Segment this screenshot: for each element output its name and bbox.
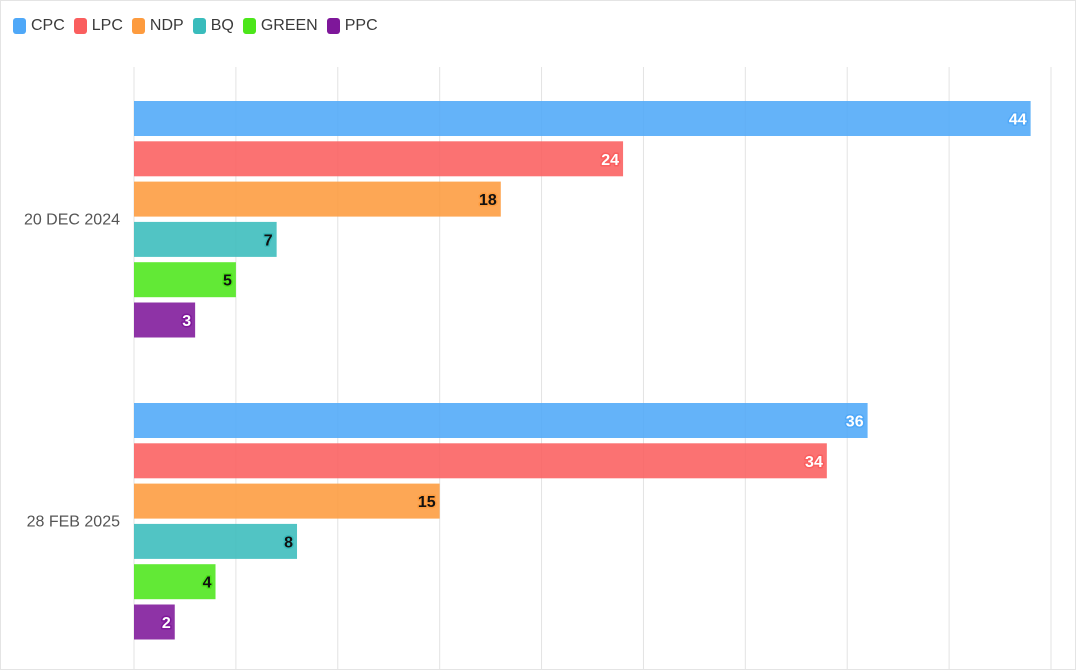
data-label-green-2: 4 — [203, 575, 212, 592]
legend: CPC LPC NDP BQ GREEN PPC — [13, 17, 378, 35]
bar-lpc-1[interactable] — [134, 141, 624, 177]
category-label: 28 FEB 2025 — [27, 513, 121, 530]
legend-swatch — [242, 18, 256, 34]
data-label-lpc-1: 24 — [601, 152, 619, 169]
legend-item-cpc[interactable]: CPC — [13, 17, 65, 35]
legend-item-green[interactable]: GREEN — [242, 17, 318, 35]
legend-swatch — [326, 18, 340, 34]
data-label-green-1: 5 — [223, 273, 232, 290]
data-label-ppc-2: 2 — [162, 615, 171, 632]
bar-ndp-1[interactable] — [134, 181, 501, 217]
legend-label: NDP — [149, 17, 184, 34]
legend-swatch — [13, 18, 26, 34]
bar-ppc-1[interactable] — [134, 302, 196, 338]
bar-cpc-2[interactable] — [134, 403, 868, 438]
data-label-lpc-2: 34 — [805, 454, 823, 471]
data-label-ndp-2: 15 — [418, 494, 436, 511]
category-label: 20 DEC 2024 — [24, 211, 120, 228]
legend-item-bq[interactable]: BQ — [192, 17, 234, 35]
bar-bq-2[interactable] — [134, 523, 298, 559]
bar-cpc-1[interactable] — [134, 101, 1031, 136]
legend-item-ppc[interactable]: PPC — [326, 17, 378, 35]
legend-swatch — [131, 18, 145, 34]
data-label-bq-1: 7 — [264, 232, 273, 249]
data-label-ppc-1: 3 — [182, 313, 191, 330]
bar-bq-1[interactable] — [134, 221, 277, 257]
legend-item-lpc[interactable]: LPC — [73, 17, 123, 35]
data-label-cpc-1: 44 — [1009, 112, 1027, 129]
bar-green-1[interactable] — [134, 262, 236, 298]
legend-swatch — [192, 18, 206, 34]
legend-label: PPC — [344, 17, 378, 34]
legend-label: GREEN — [260, 17, 318, 34]
bar-lpc-2[interactable] — [134, 443, 827, 479]
legend-item-ndp[interactable]: NDP — [131, 17, 184, 35]
data-label-bq-2: 8 — [284, 534, 293, 551]
legend-label: CPC — [31, 17, 65, 34]
legend-label: BQ — [210, 17, 234, 34]
data-label-cpc-2: 36 — [846, 414, 864, 431]
legend-swatch — [73, 18, 87, 34]
legend-label: LPC — [91, 17, 123, 34]
bar-ndp-2[interactable] — [134, 483, 440, 519]
bar-green-2[interactable] — [134, 564, 216, 600]
data-label-ndp-1: 18 — [479, 192, 497, 209]
bar-ppc-2[interactable] — [134, 604, 175, 640]
